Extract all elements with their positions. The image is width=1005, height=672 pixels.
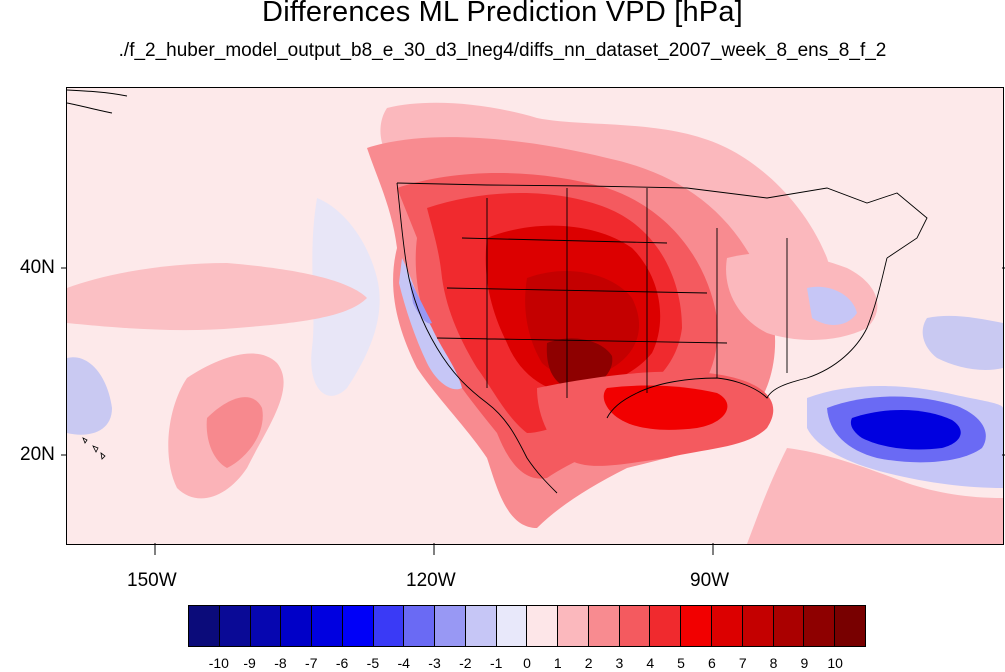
colorbar-swatch (435, 606, 466, 646)
colorbar-swatch (773, 606, 805, 646)
lon-label-120w: 120W (406, 570, 456, 591)
colorbar-swatch (189, 606, 220, 646)
colorbar-tick-label: 10 (827, 655, 843, 671)
colorbar-swatch (250, 606, 282, 646)
colorbar-swatch (496, 606, 528, 646)
lat-label-20n: 20N (20, 444, 55, 465)
colorbar-tick-label: -3 (428, 655, 441, 671)
colorbar-swatch (588, 606, 620, 646)
colorbar-swatch (619, 606, 651, 646)
colorbar-tick-label: -9 (243, 655, 256, 671)
colorbar-tick-label: 3 (615, 655, 624, 671)
colorbar-tick-label: 1 (553, 655, 562, 671)
colorbar-swatch (465, 606, 497, 646)
vpd-difference-field (67, 88, 1003, 544)
colorbar-tick-label: -5 (366, 655, 380, 671)
colorbar-swatch (404, 606, 436, 646)
colorbar-tick-label: 8 (769, 655, 778, 671)
colorbar-swatch (835, 606, 865, 646)
lon-label-90w: 90W (690, 570, 730, 591)
colorbar-swatch (558, 606, 589, 646)
colorbar-swatch (650, 606, 682, 646)
colorbar-swatch (742, 606, 774, 646)
colorbar-swatch (527, 606, 559, 646)
colorbar-tick-label: -1 (489, 655, 503, 671)
colorbar-swatch (373, 606, 405, 646)
lat-label-40n: 40N (20, 257, 55, 278)
colorbar-swatch (804, 606, 836, 646)
colorbar-tick-label: -7 (305, 655, 318, 671)
colorbar-tick-label: 6 (708, 655, 716, 671)
colorbar (188, 605, 866, 647)
colorbar-swatch (342, 606, 374, 646)
colorbar-swatch (712, 606, 743, 646)
colorbar-tick-label: -4 (397, 655, 410, 671)
colorbar-tick-label: 5 (677, 655, 685, 671)
colorbar-tick-label: -6 (335, 655, 349, 671)
lon-label-150w: 150W (127, 570, 177, 591)
colorbar-tick-label: 9 (800, 655, 809, 671)
colorbar-swatch (681, 606, 713, 646)
colorbar-tick-label: 0 (523, 655, 531, 671)
map-subtitle: ./f_2_huber_model_output_b8_e_30_d3_lneg… (118, 40, 887, 61)
colorbar-tick-label: 2 (584, 655, 593, 671)
colorbar-tick-label: -8 (274, 655, 287, 671)
colorbar-tick-label: 7 (738, 655, 747, 671)
colorbar-tick-label: -2 (459, 655, 472, 671)
colorbar-swatch (219, 606, 251, 646)
colorbar-tick-label: -10 (208, 655, 229, 671)
map-plot-area (66, 87, 1004, 545)
colorbar-swatch (281, 606, 313, 646)
colorbar-swatch (312, 606, 343, 646)
map-title: Differences ML Prediction VPD [hPa] (262, 0, 743, 28)
colorbar-tick-label: 4 (646, 655, 655, 671)
